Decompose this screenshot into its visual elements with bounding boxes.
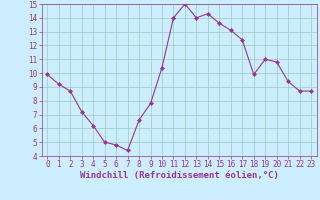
X-axis label: Windchill (Refroidissement éolien,°C): Windchill (Refroidissement éolien,°C): [80, 171, 279, 180]
